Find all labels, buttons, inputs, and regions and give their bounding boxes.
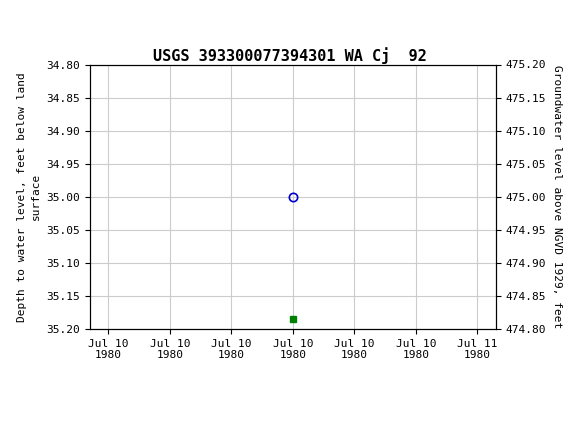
Text: USGS 393300077394301 WA Cj  92: USGS 393300077394301 WA Cj 92 bbox=[153, 47, 427, 64]
Y-axis label: Groundwater level above NGVD 1929, feet: Groundwater level above NGVD 1929, feet bbox=[552, 65, 561, 329]
Y-axis label: Depth to water level, feet below land
surface: Depth to water level, feet below land su… bbox=[17, 72, 41, 322]
Text: ▒USGS: ▒USGS bbox=[10, 9, 69, 31]
